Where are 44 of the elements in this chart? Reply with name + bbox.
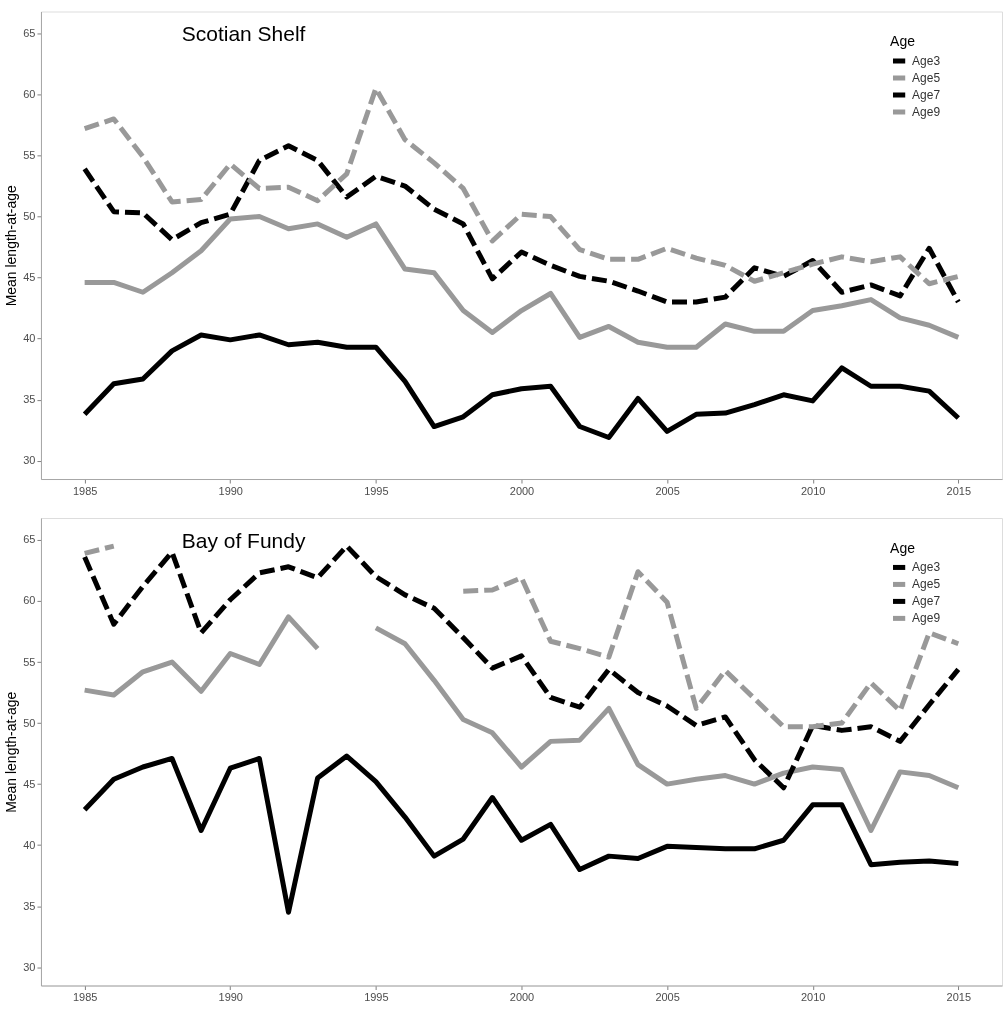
x-tick-label: 1985	[72, 991, 98, 1003]
y-tick-label: 60	[23, 594, 36, 607]
x-tick-label: 2000	[509, 991, 535, 1003]
legend-label: Age9	[912, 104, 941, 119]
x-tick-label: 2015	[946, 484, 972, 497]
legend-label: Age5	[912, 577, 941, 592]
x-tick-label: 2010	[801, 991, 826, 1003]
y-tick-label: 40	[23, 332, 36, 345]
y-tick-label: 55	[23, 149, 36, 162]
y-tick-label: 35	[23, 899, 36, 912]
y-tick-label: 40	[23, 838, 36, 851]
legend-label: Age7	[912, 594, 941, 609]
x-tick-label: 2005	[655, 484, 680, 497]
y-tick-label: 30	[23, 960, 36, 973]
x-tick-label: 1985	[72, 484, 98, 497]
y-tick-label: 45	[23, 777, 36, 790]
legend-label: Age5	[912, 70, 941, 85]
y-tick-label: 50	[23, 210, 36, 223]
x-tick-label: 1995	[364, 991, 389, 1003]
x-tick-label: 2010	[801, 484, 826, 497]
text: Bay of Fundy	[181, 528, 306, 552]
y-tick-label: 50	[23, 716, 36, 729]
y-tick-label: 65	[23, 533, 36, 546]
x-tick-label: 1990	[218, 484, 243, 497]
legend-label: Age3	[912, 53, 941, 68]
x-tick-label: 1990	[218, 991, 243, 1003]
legend-label: Age9	[912, 611, 941, 626]
legend-title: Age	[890, 539, 916, 556]
x-tick-label: 2015	[946, 991, 972, 1003]
y-axis-title: Mean length-at-age	[3, 691, 20, 813]
legend-label: Age7	[912, 87, 941, 102]
y-tick-label: 30	[23, 454, 36, 467]
text: Scotian Shelf	[181, 22, 306, 46]
legend-title: Age	[890, 33, 916, 50]
x-tick-label: 1995	[364, 484, 389, 497]
y-tick-label: 35	[23, 393, 36, 406]
y-tick-label: 45	[23, 271, 36, 284]
y-axis-title: Mean length-at-age	[3, 184, 20, 307]
legend-label: Age3	[912, 560, 941, 575]
y-tick-label: 55	[23, 655, 36, 668]
x-tick-label: 2000	[509, 484, 535, 497]
y-tick-label: 65	[23, 26, 36, 39]
y-tick-label: 60	[23, 88, 36, 100]
x-tick-label: 2005	[655, 991, 680, 1003]
